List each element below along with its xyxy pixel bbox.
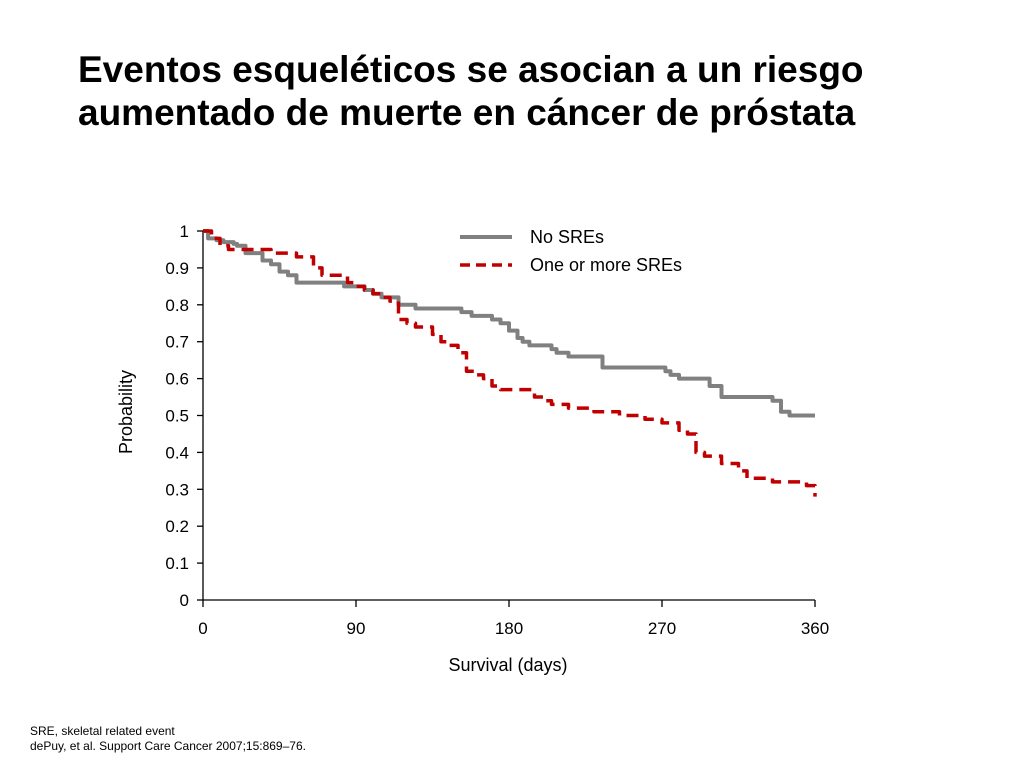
y-axis: 0 0.1 0.2 0.3 0.4 0.5 0.6 0.7 0.8 0.9 1 — [165, 222, 204, 610]
legend-label: One or more SREs — [530, 255, 682, 275]
x-axis: 0 90 180 270 360 — [198, 599, 829, 638]
x-tick-label: 360 — [801, 619, 829, 638]
y-tick-label: 0.1 — [165, 554, 189, 573]
slide-title-line-2: aumentado de muerte en cáncer de próstat… — [78, 92, 856, 133]
series-line-no-sres — [203, 229, 815, 418]
y-tick-label: 0.6 — [165, 370, 189, 389]
footnote: SRE, skeletal related event dePuy, et al… — [30, 724, 306, 754]
y-tick-label: 0.9 — [165, 259, 189, 278]
y-tick-label: 0.4 — [165, 443, 189, 462]
y-tick-label: 0.5 — [165, 407, 189, 426]
series-layer — [203, 229, 817, 497]
footnote-abbreviation: SRE, skeletal related event — [30, 724, 175, 738]
slide-title-line-1: Eventos esqueléticos se asocian a un rie… — [78, 49, 864, 90]
x-tick-label: 180 — [495, 619, 523, 638]
footnote-reference: dePuy, et al. Support Care Cancer 2007;1… — [30, 739, 306, 753]
x-tick-label: 0 — [198, 619, 207, 638]
y-tick-label: 1 — [180, 222, 189, 241]
x-axis-label: Survival (days) — [448, 655, 567, 675]
y-tick-label: 0.8 — [165, 296, 189, 315]
y-axis-label: Probability — [116, 370, 136, 454]
series-line-one-or-more-sres — [203, 229, 817, 497]
y-tick-label: 0.2 — [165, 517, 189, 536]
y-tick-label: 0.3 — [165, 480, 189, 499]
x-tick-label: 270 — [648, 619, 676, 638]
legend: No SREs One or more SREs — [460, 227, 682, 275]
slide-title: Eventos esqueléticos se asocian a un rie… — [78, 48, 978, 134]
legend-label: No SREs — [530, 227, 604, 247]
x-tick-label: 90 — [347, 619, 366, 638]
y-tick-label: 0 — [180, 591, 189, 610]
y-tick-label: 0.7 — [165, 333, 189, 352]
